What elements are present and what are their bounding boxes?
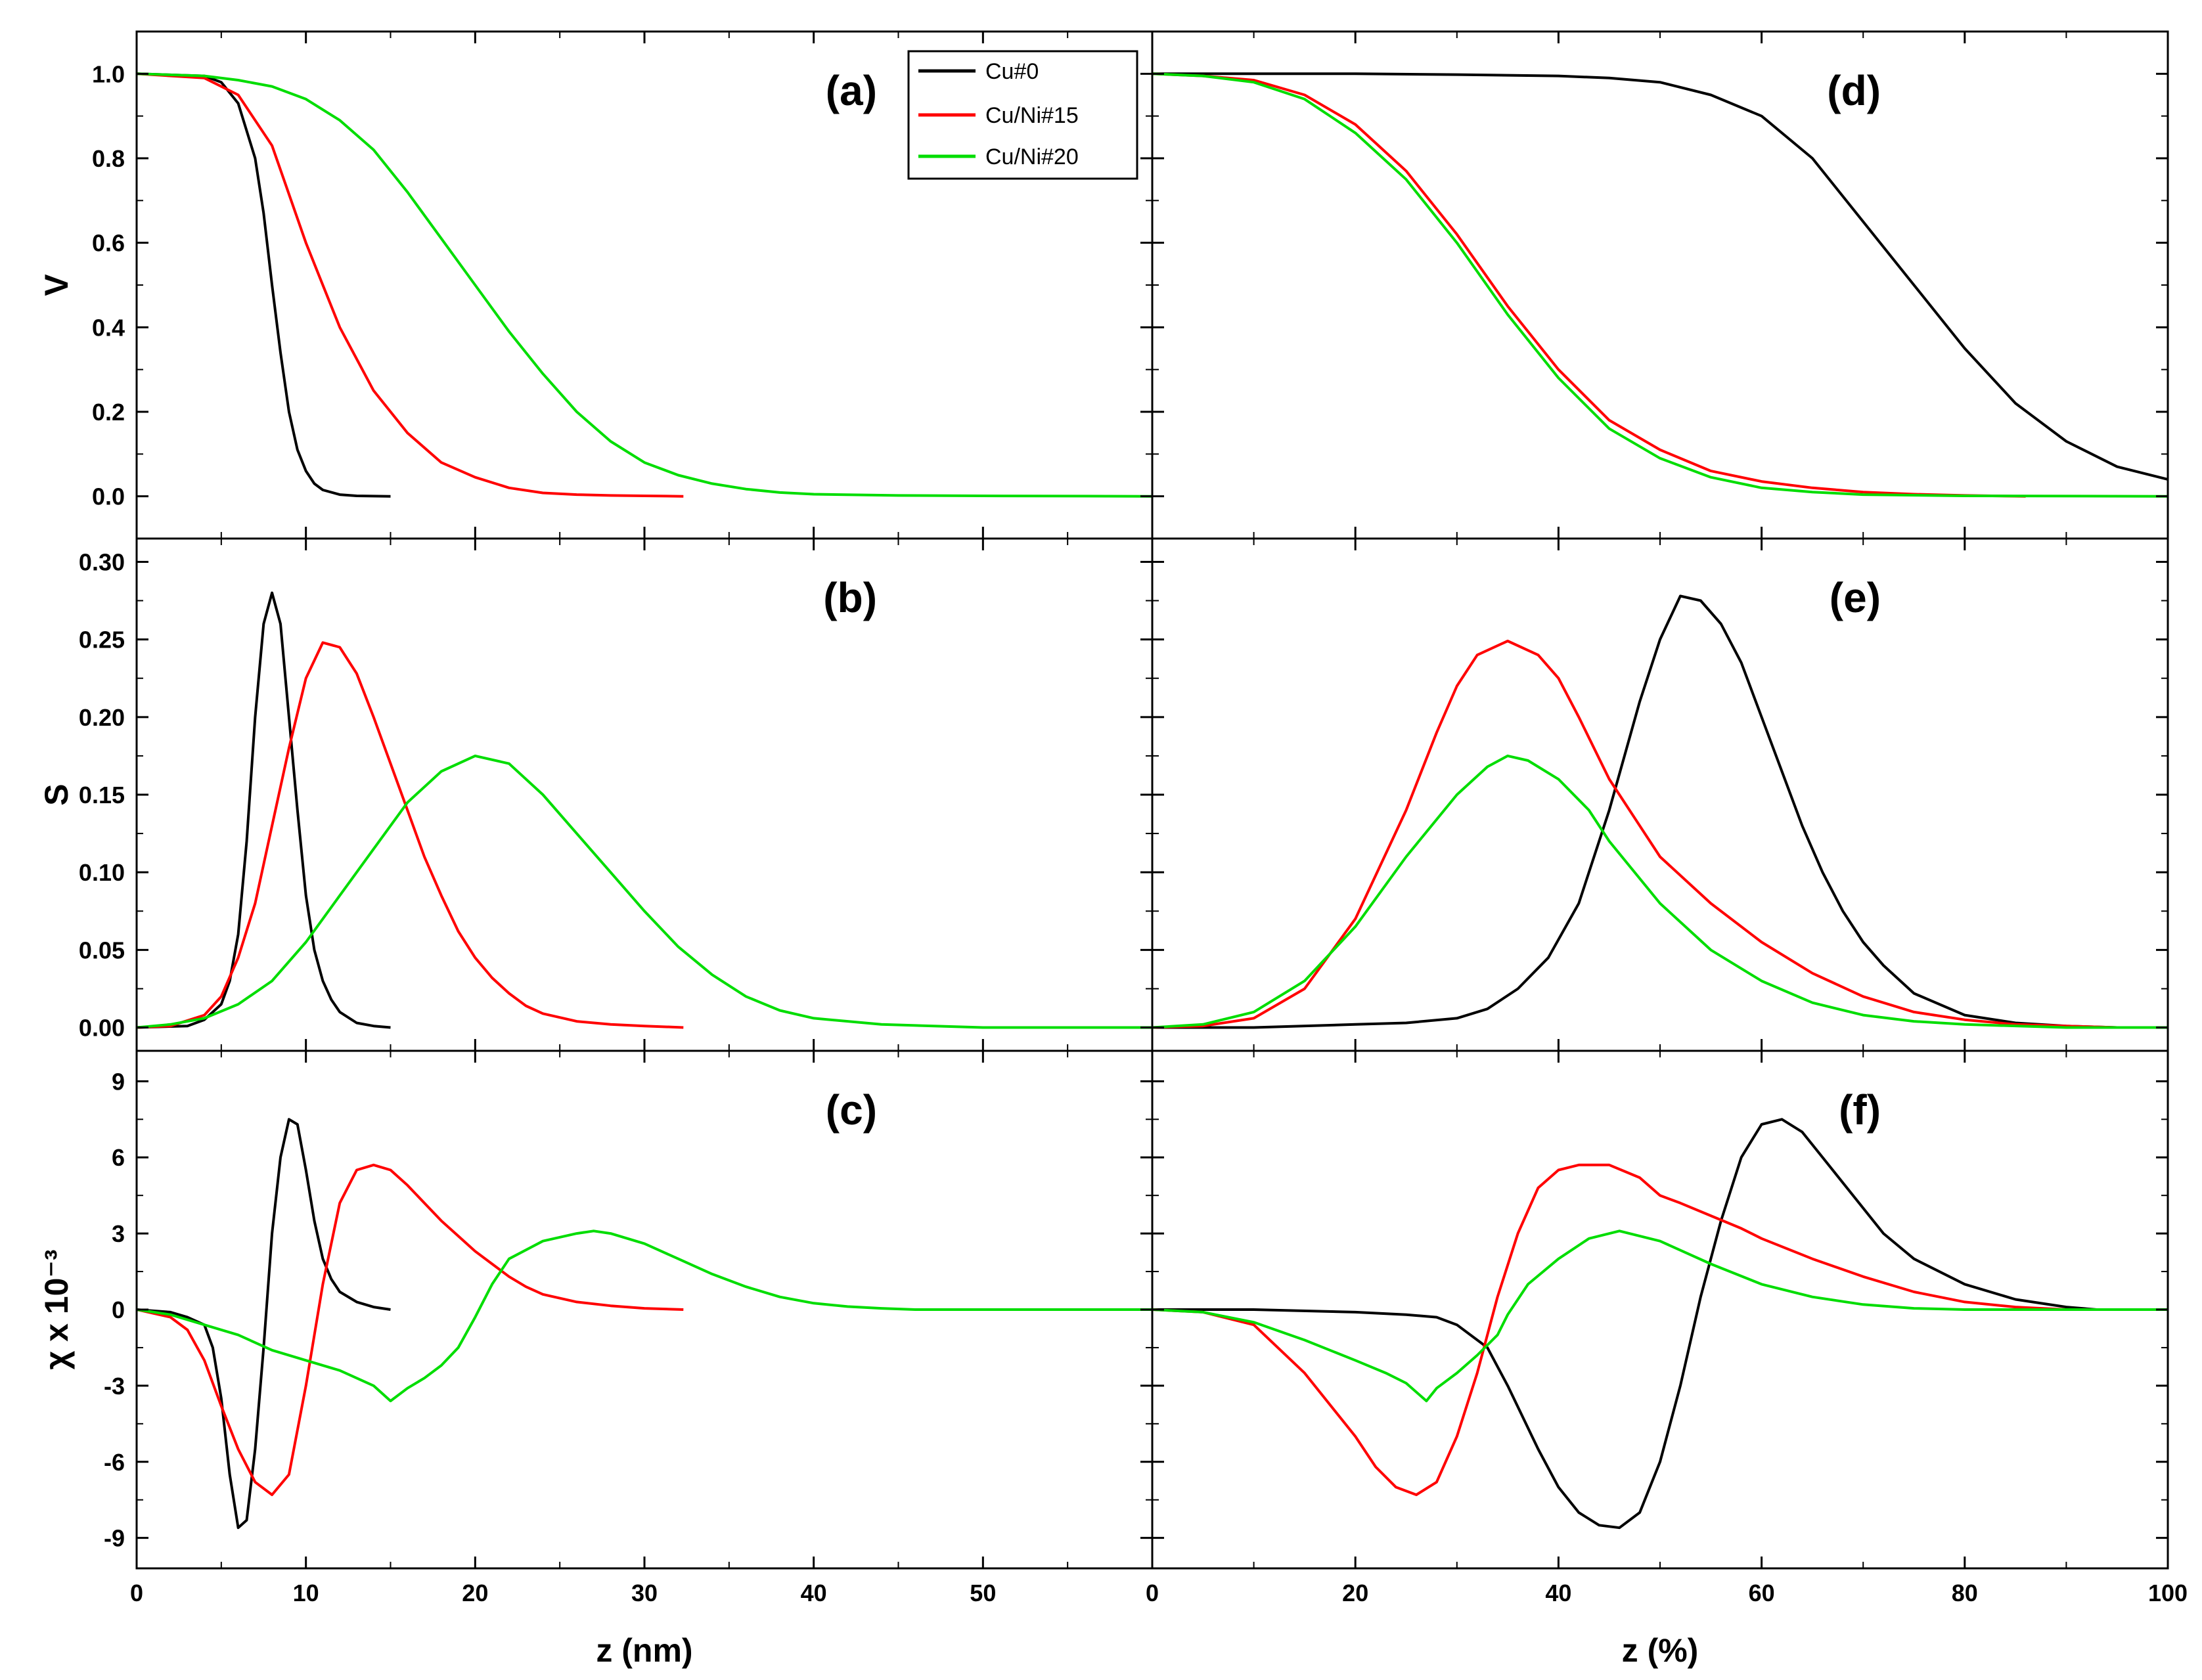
series-b-cuni15 [137, 641, 684, 1029]
ytick-label-b: 0.20 [79, 704, 125, 731]
series-f-cuni20 [1152, 1229, 2168, 1403]
panel-label-c: (c) [826, 1086, 877, 1134]
series-a-cuni20 [137, 72, 1152, 498]
ytick-label-c: -3 [104, 1373, 125, 1400]
series-c-cuni15 [137, 1163, 684, 1496]
ytick-label-b: 0.25 [79, 627, 125, 653]
series-b-cuni20 [137, 754, 1152, 1029]
series-c-cuni20 [137, 1229, 1152, 1403]
ytick-label-c: 6 [112, 1144, 125, 1171]
xtick-label-f: 40 [1545, 1580, 1571, 1606]
xlabel-f: z (%) [1622, 1632, 1699, 1669]
panel-label-a: (a) [826, 67, 877, 114]
panel-label-f: (f) [1839, 1086, 1881, 1134]
ytick-label-b: 0.30 [79, 548, 125, 575]
xtick-label-c: 50 [970, 1580, 996, 1606]
plot-area [137, 72, 2168, 1530]
panel-label-e: (e) [1830, 574, 1881, 621]
ytick-label-a: 1.0 [92, 60, 125, 87]
xtick-label-f: 20 [1342, 1580, 1368, 1606]
panel-frame-e [1151, 537, 2169, 1052]
ytick-label-b: 0.05 [79, 937, 125, 963]
xtick-label-f: 100 [2148, 1580, 2188, 1606]
ytick-label-c: 3 [112, 1220, 125, 1247]
series-d-cuni15 [1152, 72, 2026, 498]
legend-label-cuni20: Cu/Ni#20 [985, 144, 1079, 169]
ytick-label-c: -6 [104, 1449, 125, 1476]
ytick-label-a: 0.0 [92, 483, 125, 510]
axis-ticks [135, 32, 2169, 1568]
xtick-label-f: 0 [1146, 1580, 1159, 1606]
series-a-cuni15 [137, 72, 684, 498]
ytick-label-b: 0.00 [79, 1015, 125, 1042]
ytick-label-a: 0.4 [92, 314, 125, 341]
ylabel-b: S [38, 784, 75, 805]
ytick-label-b: 0.15 [79, 782, 125, 808]
series-b-cu0 [137, 591, 391, 1029]
ylabel-a: V [38, 274, 75, 296]
ytick-label-b: 0.10 [79, 859, 125, 886]
ytick-label-a: 0.6 [92, 230, 125, 257]
panel-label-d: (d) [1827, 67, 1881, 114]
xtick-label-c: 40 [801, 1580, 827, 1606]
panel-frames [135, 30, 2169, 1570]
series-f-cu0 [1152, 1118, 2097, 1530]
series-d-cuni20 [1152, 72, 2168, 498]
series-c-cu0 [137, 1118, 391, 1530]
xtick-label-f: 60 [1749, 1580, 1775, 1606]
xlabel-c: z (nm) [596, 1632, 692, 1669]
axis-labels: 0.0 0.2 0.4 0.6 0.8 1.0 (a) V 0.00 0.05 0.10 0.15 0.… [38, 60, 2188, 1669]
legend-label-cuni15: Cu/Ni#15 [985, 103, 1079, 128]
panel-frame-d [1151, 30, 2169, 540]
ylabel-c: χ x 10⁻³ [38, 1249, 75, 1369]
xtick-label-f: 80 [1952, 1580, 1978, 1606]
series-e-cuni15 [1152, 640, 2117, 1029]
panel-label-b: (b) [823, 574, 877, 621]
series-f-cuni15 [1152, 1163, 2097, 1496]
series-a-cu0 [137, 72, 391, 498]
series-d-cu0 [1152, 72, 2168, 481]
legend: Cu#0 Cu/Ni#15 Cu/Ni#20 [907, 50, 1138, 180]
legend-label-cu0: Cu#0 [985, 59, 1039, 84]
series-e-cuni20 [1152, 754, 2168, 1029]
xtick-label-c: 0 [130, 1580, 143, 1606]
xtick-label-c: 10 [293, 1580, 319, 1606]
ytick-label-c: 9 [112, 1068, 125, 1095]
ytick-label-a: 0.2 [92, 399, 125, 426]
panel-frame-b [135, 537, 1154, 1052]
ytick-label-c: 0 [112, 1296, 125, 1323]
ytick-label-a: 0.8 [92, 145, 125, 172]
ytick-label-c: -9 [104, 1525, 125, 1552]
series-e-cu0 [1152, 594, 2117, 1029]
xtick-label-c: 30 [631, 1580, 658, 1606]
xtick-label-c: 20 [462, 1580, 488, 1606]
